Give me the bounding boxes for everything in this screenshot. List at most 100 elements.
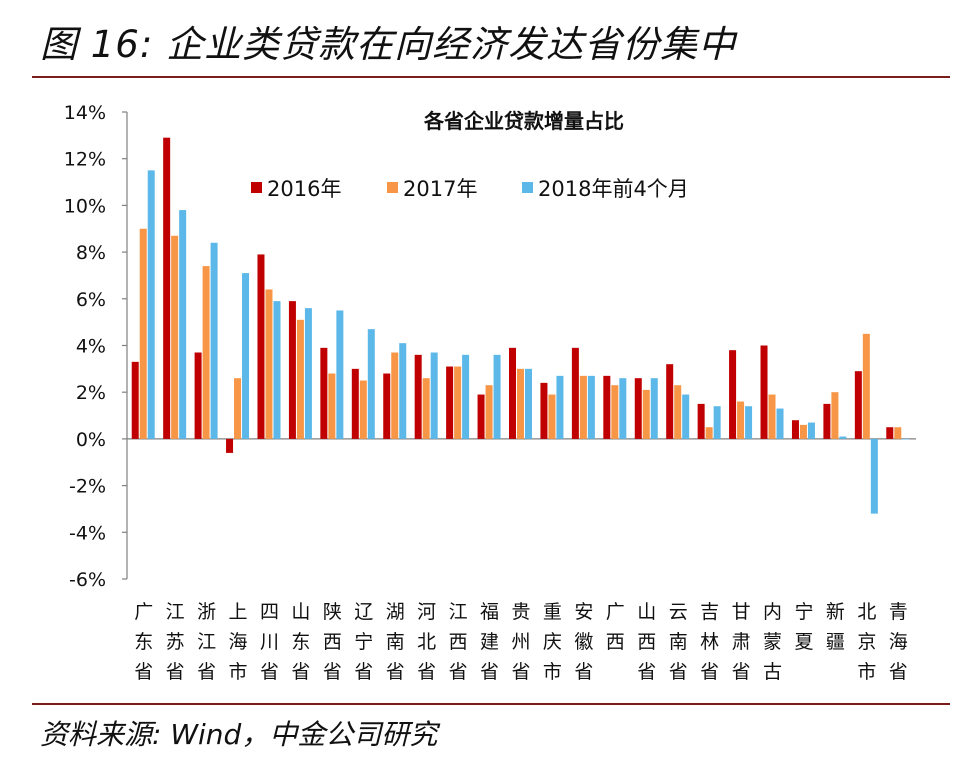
bar [713,406,721,439]
axes: 14%12%10%8%6%4%2%0%-2%-4%-6%广东省江苏省浙江省上海市… [64,102,916,683]
x-tick-label: 省 [134,661,153,683]
legend-label: 2018年前4个月 [538,177,689,201]
bar [210,242,218,439]
bar [611,385,619,439]
bar [831,392,839,439]
bar [634,378,642,439]
bar [163,137,171,439]
x-tick-label: 湖 [386,601,405,623]
bar [697,403,705,439]
x-tick-label: 南 [669,631,688,653]
bar [768,394,776,439]
x-tick-label: 河 [417,601,436,623]
bar [288,301,296,439]
x-tick-label: 林 [700,631,719,653]
bar [674,385,682,439]
x-tick-label: 江 [166,601,185,623]
bar [139,228,147,439]
x-tick-label: 江 [449,601,468,623]
x-tick-label: 省 [291,661,310,683]
bar [894,427,902,439]
x-tick-label: 广 [606,601,625,623]
x-tick-label: 省 [669,661,688,683]
y-tick-label: -6% [69,569,106,591]
x-tick-label: 宁 [794,601,813,623]
legend-label: 2016年 [267,177,341,201]
x-tick-label: 省 [417,661,436,683]
x-tick-label: 省 [260,661,279,683]
x-tick-label: 内 [763,601,782,623]
x-tick-label: 西 [606,631,625,653]
x-tick-label: 甘 [732,601,751,623]
x-tick-label: 疆 [826,631,845,653]
bar [517,368,524,439]
bar [477,394,485,439]
legend: 2016年 2017年 2018年前4个月 [251,177,689,201]
bar [446,366,454,439]
x-tick-label: 广 [134,601,153,623]
bar [776,408,784,439]
x-tick-label: 省 [323,661,342,683]
bar [579,375,587,439]
bar [729,350,737,439]
x-tick-label: 川 [260,631,279,653]
x-tick-label: 宁 [354,631,373,653]
source-note: 资料来源: Wind，中金公司研究 [40,718,438,751]
bar [556,375,564,439]
y-tick-label: -4% [69,522,106,544]
bar [351,368,359,439]
x-tick-label: 市 [543,661,562,683]
bar [650,378,658,439]
bar [886,427,894,439]
x-tick-label: 江 [197,631,216,653]
bar [430,352,438,439]
x-tick-label: 上 [229,601,248,623]
bar [304,308,312,439]
x-tick-label: 庆 [543,631,562,653]
x-tick-label: 北 [857,601,876,623]
x-tick-label: 徽 [574,631,593,653]
x-tick-label: 蒙 [763,631,782,653]
bar [619,378,627,439]
bar [791,420,799,439]
bar [359,380,367,439]
bar [839,436,847,439]
x-tick-label: 州 [511,631,530,653]
x-tick-label: 新 [826,601,845,623]
y-tick-label: 4% [76,336,106,358]
x-tick-label: 贵 [511,601,530,623]
x-tick-label: 青 [889,601,908,623]
x-tick-label: 古 [763,661,782,683]
x-tick-label: 吉 [700,601,719,623]
bar [414,354,422,439]
x-tick-label: 建 [480,631,499,653]
x-tick-label: 肃 [732,631,751,653]
x-tick-label: 京 [857,631,876,653]
y-tick-label: 2% [76,382,106,404]
y-tick-label: 8% [76,242,106,264]
legend-swatch [522,182,533,193]
y-tick-label: 14% [64,102,106,124]
legend-label: 2017年 [403,177,477,201]
x-tick-label: 重 [543,601,562,623]
x-tick-label: 南 [386,631,405,653]
legend-swatch [251,182,262,193]
x-tick-label: 海 [889,631,908,653]
bar [273,301,281,439]
y-tick-label: 6% [76,289,106,311]
bar [823,403,831,439]
bar [862,333,870,439]
x-tick-label: 夏 [794,631,813,653]
x-tick-label: 海 [229,631,248,653]
bar [548,394,556,439]
figure-title: 图 16: 企业类贷款在向经济发达省份集中 [40,23,737,66]
x-tick-label: 安 [574,601,593,623]
x-tick-label: 省 [889,661,908,683]
bar [234,378,242,439]
bar [854,371,862,439]
y-tick-label: -2% [69,476,106,498]
bar [666,364,674,439]
bar [603,375,611,439]
bar [399,343,407,439]
bar [336,310,344,439]
